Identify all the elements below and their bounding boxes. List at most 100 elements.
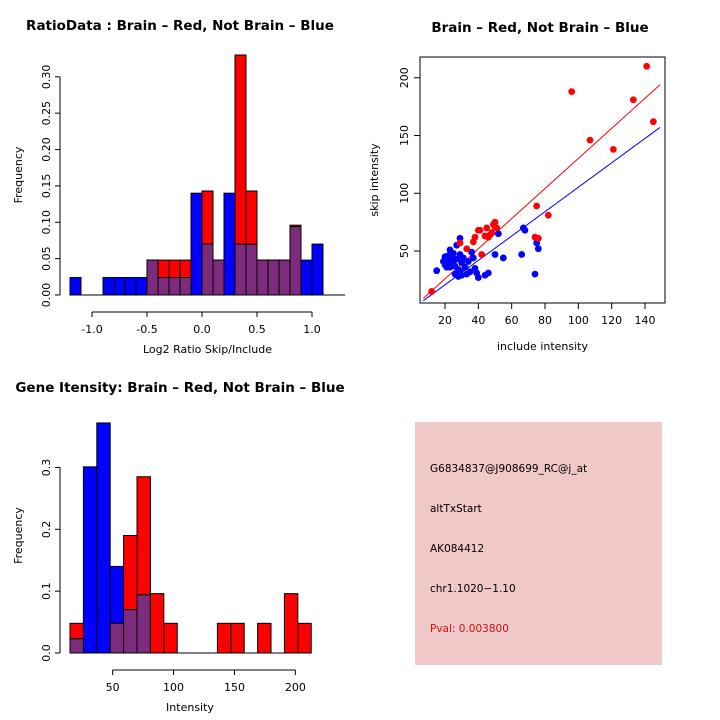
histogram-bar-not-brain [135, 277, 148, 296]
scatter-point-not-brain [464, 258, 472, 265]
info-panel-background [415, 422, 662, 665]
scatter-point-brain [428, 288, 436, 295]
scatter-point-not-brain [531, 270, 539, 278]
scatter-inner [422, 62, 661, 302]
scatter-point-not-brain [466, 268, 474, 276]
histogram-bar-overlap [109, 622, 125, 654]
x-tick-label: 20 [438, 314, 452, 327]
scatter-point-brain [478, 251, 486, 258]
histogram-bar-brain [257, 622, 272, 654]
histogram-bar-brain [163, 622, 178, 654]
info-event-type: altTxStart [430, 503, 482, 515]
scatter-point-not-brain [521, 226, 529, 234]
histogram-bar-brain [230, 622, 245, 654]
histogram-bar-not-brain [102, 277, 115, 296]
x-tick-label: 200 [285, 681, 306, 694]
histogram-bar-overlap [123, 609, 138, 654]
gene-bars [69, 422, 312, 654]
scatter-point-not-brain [534, 245, 542, 253]
histogram-bar-not-brain [311, 243, 324, 296]
histogram-bar-not-brain [223, 192, 236, 296]
y-axis: 50 100 150 200 [398, 67, 420, 258]
scatter-point-brain [544, 211, 552, 219]
histogram-bar-not-brain [96, 422, 111, 654]
histogram-bar-brain [297, 622, 312, 654]
x-tick-label: -0.5 [136, 323, 157, 336]
y-tick-label: 0.15 [40, 174, 53, 199]
scatter-point-not-brain [474, 274, 482, 281]
scatter-point-brain [476, 226, 484, 234]
histogram-bar-overlap [267, 259, 280, 296]
y-axis: 0.0 0.1 0.2 0.3 [40, 459, 61, 662]
histogram-bar-overlap [157, 277, 170, 296]
scatter-point-brain [463, 245, 471, 253]
x-tick-label: 1.0 [303, 323, 321, 336]
y-axis: 0.00 0.05 0.10 0.15 0.20 0.25 0.30 [40, 65, 61, 308]
panel-ratio-histogram: RatioData : Brain – Red, Not Brain – Blu… [0, 0, 360, 360]
y-tick-label: 0.00 [40, 283, 53, 308]
scatter-point-brain [483, 224, 491, 232]
x-axis-label: include intensity [497, 340, 589, 353]
x-axis: -1.0 -0.5 0.0 0.5 1.0 [81, 311, 321, 336]
ratio-bars [69, 54, 324, 296]
ratio-histogram-title: RatioData : Brain – Red, Not Brain – Blu… [26, 18, 334, 34]
y-tick-label: 150 [398, 125, 411, 146]
histogram-bar-overlap [69, 638, 84, 654]
scatter-point-not-brain [468, 248, 476, 256]
x-tick-label: 50 [106, 681, 120, 694]
scatter-plot: 50 100 150 200 skip intensity 20 40 60 80 100 120 1… [368, 56, 666, 353]
gene-histogram-plot: 0.0 0.1 0.2 0.3 Frequency 50 100 150 200 Intensit… [12, 422, 312, 714]
scatter-point-not-brain [494, 230, 502, 238]
scatter-point-not-brain [433, 267, 441, 275]
y-tick-label: 0.3 [40, 459, 53, 477]
y-axis-label: skip intensity [368, 143, 381, 217]
histogram-bar-overlap [278, 259, 291, 296]
x-tick-label: 0.0 [193, 323, 211, 336]
histogram-bar-not-brain [113, 277, 126, 296]
x-tick-label: -1.0 [81, 323, 102, 336]
scatter-point-not-brain [459, 254, 467, 262]
histogram-bar-overlap [212, 259, 225, 296]
gene-histogram-title: Gene Itensity: Brain – Red, Not Brain – … [15, 380, 345, 396]
x-tick-label: 120 [601, 314, 622, 327]
y-tick-label: 0.05 [40, 246, 53, 271]
y-tick-label: 0.25 [40, 101, 53, 126]
scatter-point-brain [456, 239, 464, 247]
y-tick-label: 0.0 [40, 644, 53, 662]
x-tick-label: 40 [471, 314, 485, 327]
y-tick-label: 50 [398, 244, 411, 258]
histogram-bar-overlap [136, 594, 151, 654]
scatter-point-not-brain [491, 251, 499, 258]
panel-scatter: Brain – Red, Not Brain – Blue 50 100 150 20… [360, 0, 720, 360]
y-tick-label: 0.10 [40, 210, 53, 235]
x-axis-label: Log2 Ratio Skip/Include [143, 343, 272, 356]
scatter-point-brain [534, 234, 542, 242]
histogram-bar-not-brain [300, 259, 313, 296]
x-axis: 20 40 60 80 100 120 140 [438, 303, 656, 327]
scatter-point-brain [643, 62, 651, 70]
info-accession: AK084412 [430, 543, 485, 555]
x-axis: 50 100 150 200 [106, 669, 306, 694]
scatter-point-not-brain [518, 251, 526, 258]
y-tick-label: 100 [398, 183, 411, 204]
histogram-bar-overlap [245, 243, 258, 296]
scatter-point-brain [586, 136, 594, 144]
y-axis-label: Frequency [12, 507, 25, 564]
scatter-point-brain [568, 88, 576, 96]
histogram-bar-overlap [256, 259, 269, 296]
histogram-bar-brain [216, 622, 232, 654]
y-tick-label: 0.20 [40, 137, 53, 162]
plot-frame [419, 56, 666, 304]
histogram-bar-overlap [201, 243, 214, 296]
x-axis-label: Intensity [166, 701, 214, 714]
x-tick-label: 150 [224, 681, 245, 694]
panel-gene-histogram: Gene Itensity: Brain – Red, Not Brain – … [0, 360, 360, 720]
info-locus: chr1.1020−1.10 [430, 583, 516, 595]
y-tick-label: 200 [398, 67, 411, 88]
info-probe-id: G6834837@J908699_RC@j_at [430, 463, 588, 475]
scatter-point-not-brain [484, 269, 492, 277]
info-pval: Pval: 0.003800 [430, 623, 509, 635]
histogram-bar-not-brain [190, 192, 203, 296]
histogram-bar-overlap [168, 277, 181, 296]
